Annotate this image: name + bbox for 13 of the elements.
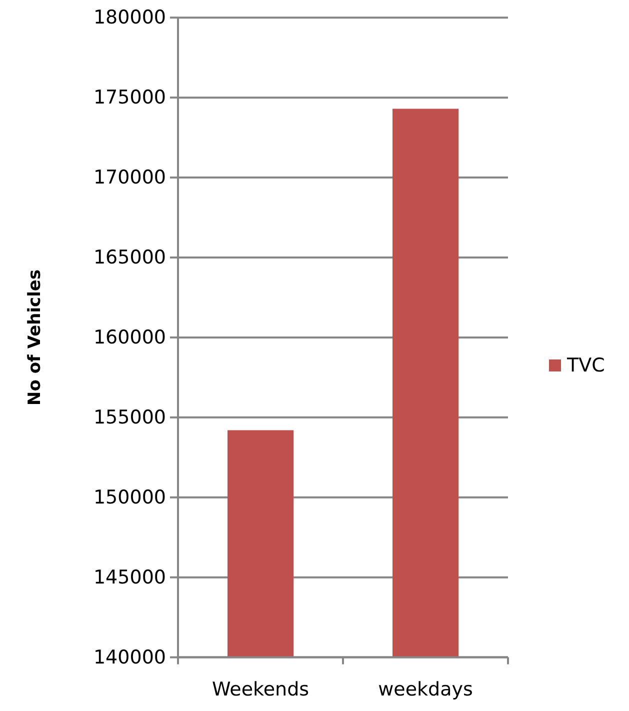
y-tick-label: 175000 — [93, 86, 166, 109]
y-tick-label: 140000 — [93, 646, 166, 668]
x-tick-label: Weekends — [212, 678, 310, 700]
y-tick-label: 170000 — [93, 166, 166, 189]
y-tick-label: 160000 — [93, 326, 166, 348]
x-tick-label: weekdays — [378, 678, 473, 700]
legend-label: TVC — [566, 354, 605, 376]
y-tick-label: 165000 — [93, 246, 166, 268]
y-tick-label: 150000 — [93, 486, 166, 508]
y-tick-label: 145000 — [93, 566, 166, 588]
y-tick-label: 155000 — [93, 406, 166, 428]
y-tick-label: 180000 — [93, 6, 166, 29]
y-axis-title: No of Vehicles — [25, 269, 45, 406]
